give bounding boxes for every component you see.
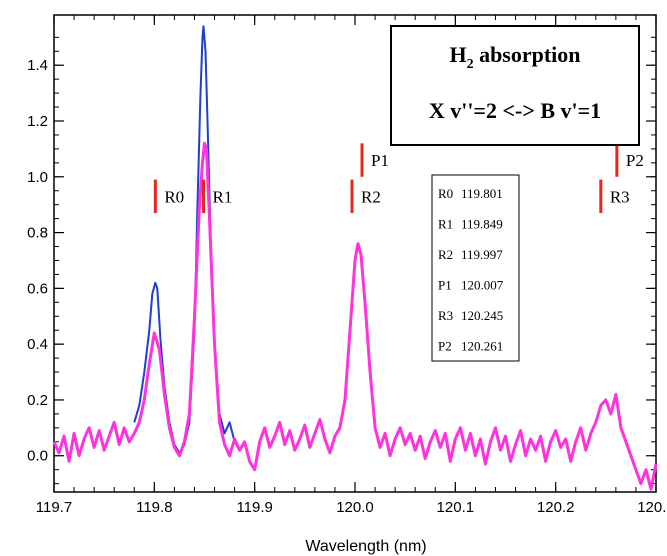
y-tick-label: 1.2	[27, 113, 48, 130]
table-row-label: R1	[438, 217, 453, 232]
table-row-label: R0	[438, 186, 453, 201]
x-axis-title: Wavelength (nm)	[305, 538, 426, 555]
x-tick-label: 119.9	[236, 499, 272, 516]
title-molecule-subscript: 2	[467, 57, 474, 72]
line-marker-label-p2: P2	[626, 151, 644, 170]
y-tick-label: 0.8	[27, 225, 48, 242]
y-tick-label: 1.0	[27, 169, 48, 186]
y-tick-label: 0.2	[27, 392, 48, 409]
line-marker-label-p1: P1	[371, 151, 389, 170]
series-line-2	[52, 141, 658, 491]
series-line-1	[133, 25, 241, 454]
line-marker-label-r3: R3	[610, 187, 630, 206]
table-row-value: 119.801	[461, 186, 503, 201]
x-tick-label: 119.7	[36, 499, 72, 516]
line-marker-label-r2: R2	[361, 187, 381, 206]
title-molecule: H	[449, 42, 466, 67]
table-row-value: 120.261	[461, 339, 503, 354]
table-row-label: P2	[438, 339, 452, 354]
title-line-1: H2 absorption	[449, 42, 580, 72]
x-tick-label: 120.0	[336, 499, 374, 516]
x-tick-label: 120.2	[537, 499, 575, 516]
line-value-table: R0 119.801 R1 119.849 R2 119.997 P1 120.007 R3 12…	[431, 174, 520, 362]
y-tick-label: 0.6	[27, 280, 48, 297]
table-row-value: 120.007	[461, 278, 504, 293]
title-line-2: X v''=2 <-> B v'=1	[429, 98, 601, 123]
y-tick-label: 0.4	[27, 336, 48, 353]
x-tick-label: 120.3	[637, 499, 667, 516]
y-tick-label: 1.4	[27, 57, 48, 74]
line-markers: R0 R1 R2 P1 R3 P2	[153, 143, 644, 214]
x-tick-label: 119.8	[136, 499, 172, 516]
plot-area: 119.7 119.8 119.9 120.0 120.1 120.2 120.3 0.0 0.…	[27, 14, 667, 516]
x-tick-label: 120.1	[437, 499, 475, 516]
series-layer	[52, 25, 658, 491]
table-row-label: P1	[438, 278, 452, 293]
line-marker-label-r1: R1	[212, 187, 232, 206]
y-tick-label: 0.0	[27, 448, 48, 465]
title-absorption: absorption	[474, 42, 581, 67]
title-box-frame	[390, 25, 640, 146]
table-row-label: R3	[438, 308, 453, 323]
title-box: H2 absorption X v''=2 <-> B v'=1	[390, 25, 640, 146]
table-row-value: 119.849	[461, 217, 503, 232]
table-row-value: 119.997	[461, 247, 503, 262]
line-value-table-frame	[431, 174, 520, 362]
line-marker-label-r0: R0	[164, 187, 184, 206]
table-row-label: R2	[438, 247, 453, 262]
table-row-value: 120.245	[461, 308, 503, 323]
